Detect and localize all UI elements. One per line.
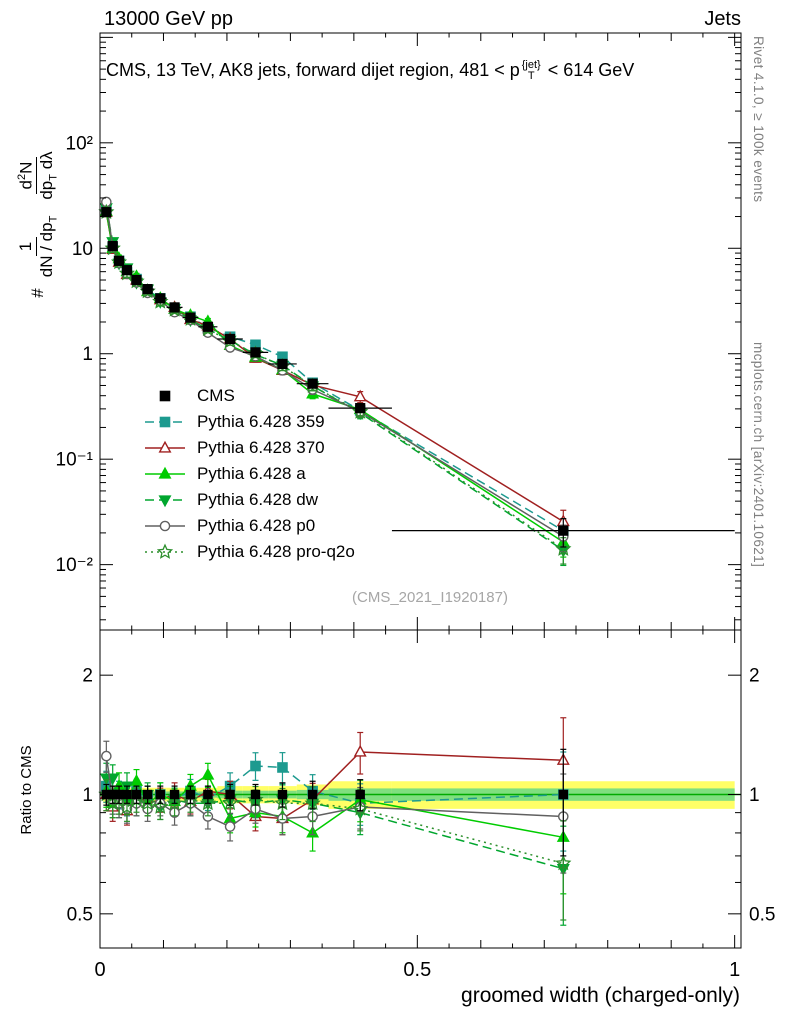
pt-subscript: T — [527, 70, 535, 83]
axes: 0 0.5 1 10² 10 1 10⁻¹ 10⁻² 2 2 1 1 0.5 0.5 — [56, 32, 775, 981]
svg-text:1: 1 — [729, 959, 740, 981]
legend-marker-sample — [145, 520, 185, 532]
pt-sub-sup: {jet} T — [522, 60, 541, 82]
legend-marker-sample — [145, 495, 185, 508]
legend-item: CMS — [142, 383, 355, 409]
svg-text:10²: 10² — [66, 133, 93, 154]
legend-label: Pythia 6.428 dw — [197, 490, 318, 509]
legend-label: Pythia 6.428 a — [197, 464, 306, 483]
svg-text:0.5: 0.5 — [749, 904, 775, 925]
pt-superscript: {jet} — [521, 59, 541, 72]
analysis-group-label: Jets — [704, 8, 741, 30]
events-hash-symbol: # — [28, 288, 47, 298]
legend-item: Pythia 6.428 pro-q2o — [142, 539, 355, 565]
legend-item: Pythia 6.428 359 — [142, 409, 355, 435]
legend-marker-sample — [145, 543, 185, 559]
mcplots-reference-note: mcplots.cern.ch [arXiv:2401.10621] — [751, 342, 766, 568]
svg-text:1: 1 — [749, 785, 760, 806]
plot-title: CMS, 13 TeV, AK8 jets, forward dijet reg… — [106, 60, 634, 82]
legend: CMS Pythia 6.428 359 Pythia 6.428 370 Pythi… — [142, 383, 355, 565]
plot-title-text-end: < 614 GeV — [542, 60, 635, 80]
legend-item: Pythia 6.428 370 — [142, 435, 355, 461]
legend-label: CMS — [197, 386, 235, 405]
rivet-version-note: Rivet 4.1.0, ≥ 100k events — [751, 36, 766, 203]
legend-label: Pythia 6.428 359 — [197, 412, 325, 431]
legend-label: Pythia 6.428 p0 — [197, 516, 316, 535]
legend-label: Pythia 6.428 pro-q2o — [197, 542, 355, 561]
legend-item: Pythia 6.428 a — [142, 461, 355, 487]
ratio-panel-frame — [99, 629, 742, 949]
svg-text:10: 10 — [72, 239, 93, 260]
x-axis-label: groomed width (charged-only) — [461, 984, 740, 1007]
ratio-y-axis-label: Ratio to CMS — [18, 745, 35, 835]
legend-marker-sample — [145, 466, 185, 479]
svg-text:0.5: 0.5 — [67, 904, 93, 925]
legend-item: Pythia 6.428 p0 — [142, 513, 355, 539]
svg-text:2: 2 — [749, 666, 760, 687]
svg-text:0.5: 0.5 — [403, 959, 431, 981]
legend-marker-sample — [145, 440, 185, 453]
svg-text:0: 0 — [94, 959, 105, 981]
plot-title-text: CMS, 13 TeV, AK8 jets, forward dijet reg… — [106, 60, 520, 80]
legend-marker-sample — [145, 416, 185, 428]
svg-text:1: 1 — [82, 785, 93, 806]
differential-fraction: d2N dpT dλ — [15, 151, 60, 200]
svg-text:1: 1 — [82, 344, 93, 365]
normalization-fraction: 1 dN / dpT — [16, 215, 60, 278]
svg-text:2: 2 — [82, 666, 93, 687]
svg-text:10⁻²: 10⁻² — [56, 555, 94, 576]
legend-marker-sample — [159, 390, 171, 402]
svg-text:10⁻¹: 10⁻¹ — [56, 450, 94, 471]
ratio-uncertainty-band — [100, 781, 741, 809]
legend-label: Pythia 6.428 370 — [197, 438, 325, 457]
main-y-axis-label: # 1 dN / dpT d2N dpT dλ — [15, 52, 60, 392]
beam-energy-label: 13000 GeV pp — [104, 8, 233, 30]
legend-item: Pythia 6.428 dw — [142, 487, 355, 513]
analysis-id-watermark: (CMS_2021_I1920187) — [352, 589, 508, 606]
